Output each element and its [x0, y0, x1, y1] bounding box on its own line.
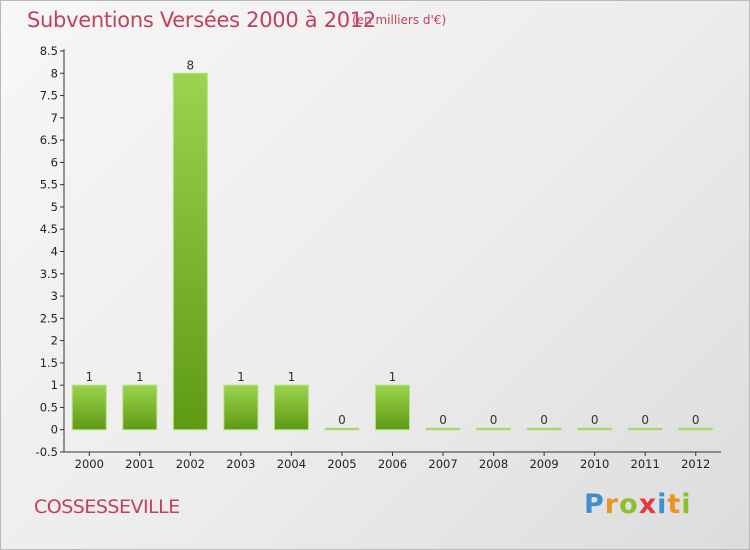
bar-value-label: 1: [85, 370, 93, 384]
x-tick-label: 2009: [529, 457, 558, 471]
logo-letter: i: [657, 489, 668, 520]
bar-value-label: 0: [540, 413, 548, 427]
y-tick-label: 5: [51, 200, 58, 214]
bar: [425, 427, 461, 431]
y-tick-label: 5.5: [40, 178, 58, 192]
y-tick-label: 4: [51, 245, 58, 259]
logo-letter: P: [584, 489, 605, 520]
y-tick-label: -0.5: [36, 445, 58, 459]
y-tick-label: 6: [51, 155, 58, 169]
bar-value-label: 1: [288, 370, 296, 384]
bar-value-label: 0: [439, 413, 447, 427]
x-tick-label: 2006: [378, 457, 407, 471]
y-tick-label: 7.5: [40, 89, 58, 103]
bar-value-label: 0: [641, 413, 649, 427]
y-tick-label: 6.5: [40, 133, 58, 147]
bar-value-label: 8: [187, 58, 195, 72]
bar: [577, 427, 613, 431]
bar: [223, 384, 259, 431]
y-tick-label: 2.5: [40, 311, 58, 325]
bar: [324, 427, 360, 431]
y-tick-label: 7: [51, 111, 58, 125]
bar-value-label: 1: [136, 370, 144, 384]
bar-value-label: 0: [338, 413, 346, 427]
bar-value-label: 1: [237, 370, 245, 384]
bar: [273, 384, 309, 431]
x-tick-label: 2010: [580, 457, 609, 471]
commune-name: COSSESSEVILLE: [34, 496, 180, 518]
y-tick-label: 2: [51, 334, 58, 348]
bar: [627, 427, 663, 431]
bar-value-label: 0: [692, 413, 700, 427]
logo-letter: t: [667, 489, 682, 520]
bar: [526, 427, 562, 431]
x-tick-label: 2002: [176, 457, 205, 471]
bar-value-label: 0: [591, 413, 599, 427]
bar: [476, 427, 512, 431]
chart-subtitle: (en milliers d'€): [352, 13, 447, 27]
y-tick-label: 1: [51, 378, 58, 392]
bar: [122, 384, 158, 431]
x-tick-label: 2001: [125, 457, 154, 471]
bar: [71, 384, 107, 431]
y-tick-label: 0.5: [40, 400, 58, 414]
bar: [678, 427, 714, 431]
bar: [375, 384, 410, 431]
bar: [172, 72, 208, 431]
logo-letter: i: [681, 489, 692, 520]
bar-value-label: 0: [490, 413, 498, 427]
x-tick-label: 2003: [226, 457, 255, 471]
bar-value-label: 1: [389, 370, 397, 384]
y-tick-label: 8.5: [40, 44, 58, 58]
y-tick-label: 1.5: [40, 356, 58, 370]
x-tick-label: 2011: [631, 457, 660, 471]
y-tick-label: 3: [51, 289, 58, 303]
y-tick-label: 8: [51, 66, 58, 80]
logo-letter: o: [619, 489, 639, 520]
x-tick-label: 2008: [479, 457, 508, 471]
y-tick-label: 3.5: [40, 267, 58, 281]
x-tick-label: 2007: [428, 457, 457, 471]
proxiti-logo: Proxiti: [584, 489, 692, 520]
logo-letter: r: [604, 489, 620, 520]
x-tick-label: 2012: [681, 457, 710, 471]
x-tick-label: 2000: [75, 457, 104, 471]
x-tick-label: 2005: [327, 457, 356, 471]
logo-letter: x: [638, 489, 658, 520]
chart-title: Subventions Versées 2000 à 2012: [27, 8, 376, 32]
y-tick-label: 4.5: [40, 222, 58, 236]
x-tick-label: 2004: [277, 457, 306, 471]
y-tick-label: 0: [51, 423, 58, 437]
